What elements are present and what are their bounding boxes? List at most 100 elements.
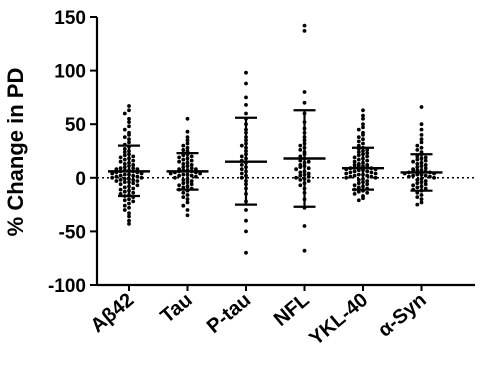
data-point bbox=[348, 174, 353, 179]
data-point bbox=[369, 174, 374, 179]
data-point bbox=[415, 162, 420, 166]
data-point bbox=[127, 211, 131, 216]
data-point bbox=[122, 172, 127, 177]
data-point bbox=[185, 208, 190, 212]
data-point bbox=[239, 175, 244, 180]
data-point bbox=[365, 158, 370, 163]
data-point bbox=[352, 155, 357, 160]
data-point bbox=[127, 137, 131, 142]
data-point bbox=[181, 190, 186, 195]
x-tick-label: YKL-40 bbox=[305, 289, 372, 350]
data-point bbox=[244, 250, 248, 255]
y-tick-label: -100 bbox=[48, 276, 86, 297]
data-point bbox=[185, 200, 190, 205]
data-point bbox=[181, 165, 186, 170]
data-point bbox=[302, 29, 307, 33]
data-point bbox=[127, 197, 131, 202]
data-point bbox=[352, 183, 357, 188]
data-point bbox=[131, 163, 136, 167]
data-point bbox=[365, 169, 370, 174]
data-point bbox=[118, 192, 123, 196]
y-axis: -100 -50 0 50 100 150 bbox=[48, 8, 99, 297]
data-point bbox=[185, 193, 190, 197]
data-point bbox=[122, 185, 127, 190]
data-point bbox=[189, 173, 194, 178]
group-5 bbox=[400, 105, 443, 207]
data-point bbox=[122, 157, 127, 162]
data-point bbox=[131, 154, 136, 159]
data-point bbox=[181, 157, 186, 162]
data-point bbox=[181, 162, 186, 166]
data-point bbox=[419, 127, 424, 132]
data-point bbox=[361, 113, 365, 118]
data-point bbox=[177, 155, 182, 160]
data-point bbox=[185, 129, 190, 134]
data-point bbox=[361, 141, 365, 146]
data-point bbox=[189, 166, 194, 171]
data-point bbox=[118, 178, 123, 182]
data-point bbox=[127, 214, 131, 219]
data-point bbox=[177, 183, 182, 188]
data-point bbox=[244, 208, 248, 212]
data-point bbox=[185, 116, 190, 121]
data-point bbox=[244, 70, 248, 75]
data-point bbox=[356, 157, 361, 162]
data-point bbox=[131, 186, 136, 191]
data-point bbox=[356, 198, 361, 203]
data-point bbox=[181, 195, 186, 200]
data-point bbox=[411, 183, 415, 188]
data-point bbox=[423, 173, 428, 178]
data-point bbox=[423, 182, 428, 187]
data-point bbox=[135, 179, 140, 183]
data-point bbox=[361, 122, 365, 127]
data-point bbox=[432, 175, 436, 180]
data-point bbox=[189, 154, 194, 159]
data-point bbox=[344, 175, 349, 180]
data-point bbox=[189, 158, 194, 163]
data-point bbox=[127, 104, 131, 108]
data-point bbox=[122, 127, 127, 132]
data-point bbox=[373, 175, 378, 180]
data-point bbox=[344, 171, 349, 176]
data-point bbox=[194, 174, 198, 179]
data-point bbox=[298, 148, 303, 152]
data-point bbox=[306, 159, 311, 164]
data-point bbox=[127, 108, 131, 113]
data-point bbox=[306, 166, 311, 171]
data-point bbox=[356, 164, 361, 168]
data-point bbox=[181, 153, 186, 158]
data-point bbox=[415, 154, 420, 159]
data-point bbox=[110, 175, 115, 180]
data-point bbox=[244, 111, 248, 116]
data-point bbox=[415, 181, 420, 186]
data-point bbox=[127, 140, 131, 145]
data-point bbox=[361, 133, 365, 137]
data-point bbox=[352, 169, 357, 174]
data-point bbox=[135, 167, 140, 172]
data-point bbox=[415, 185, 420, 190]
data-point bbox=[356, 143, 361, 148]
data-point bbox=[298, 170, 303, 175]
data-point bbox=[122, 208, 127, 212]
data-point bbox=[365, 179, 370, 183]
data-point bbox=[419, 200, 424, 205]
data-point bbox=[298, 143, 303, 148]
data-point bbox=[131, 173, 136, 178]
data-point bbox=[356, 150, 361, 155]
data-point bbox=[419, 193, 424, 197]
data-point bbox=[356, 135, 361, 140]
data-point bbox=[419, 133, 424, 137]
data-point bbox=[423, 158, 428, 163]
data-point bbox=[185, 138, 190, 143]
data-point bbox=[189, 179, 194, 183]
data-point bbox=[298, 178, 303, 182]
data-point bbox=[181, 178, 186, 182]
data-point bbox=[114, 174, 119, 179]
data-point bbox=[244, 229, 248, 234]
data-point bbox=[185, 197, 190, 202]
data-point bbox=[365, 173, 370, 178]
data-point bbox=[415, 165, 420, 170]
data-point bbox=[114, 167, 119, 172]
data-point bbox=[118, 159, 123, 164]
data-point bbox=[423, 186, 428, 191]
